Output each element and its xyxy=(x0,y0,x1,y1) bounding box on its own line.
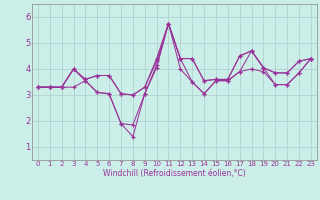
X-axis label: Windchill (Refroidissement éolien,°C): Windchill (Refroidissement éolien,°C) xyxy=(103,169,246,178)
